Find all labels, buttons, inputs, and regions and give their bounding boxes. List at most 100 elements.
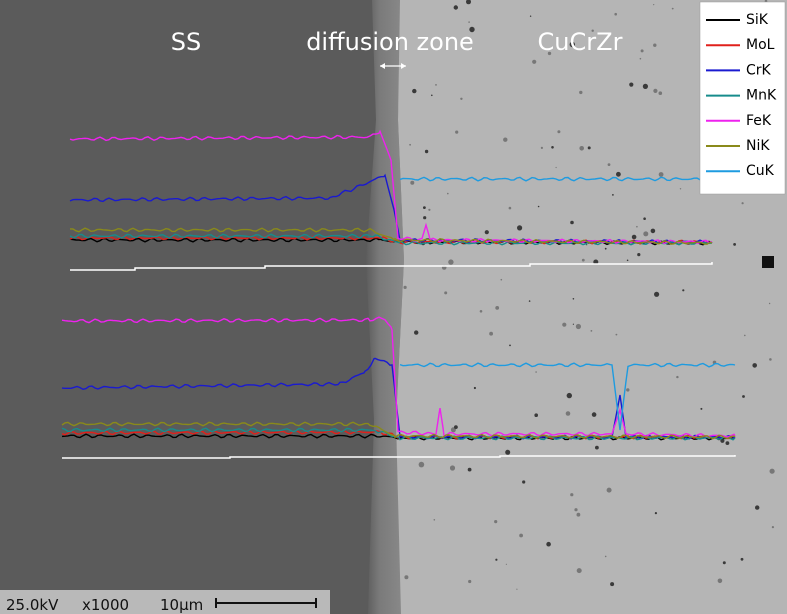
sem-image: SS diffusion zone CuCrZr SiKMoLCrKMnKFeK… (0, 0, 787, 614)
spot (431, 95, 433, 97)
spot (522, 480, 525, 483)
spot (653, 4, 654, 5)
spot (636, 226, 638, 228)
spot (659, 172, 664, 177)
spot (468, 580, 471, 583)
spot (659, 91, 663, 95)
spot (419, 462, 425, 468)
spot (556, 167, 557, 168)
spot (654, 292, 659, 297)
spot (447, 193, 449, 195)
spot (474, 387, 476, 389)
spot (551, 146, 554, 149)
legend-label: MoL (746, 37, 775, 53)
spot (718, 579, 723, 584)
spot (570, 221, 574, 225)
spot (626, 388, 629, 391)
spot (627, 260, 629, 262)
spot (770, 469, 775, 474)
spot (503, 138, 507, 142)
spot (454, 5, 458, 9)
spot (495, 306, 499, 310)
spot (434, 519, 436, 521)
spot (495, 559, 497, 561)
spot (651, 229, 656, 234)
spot (733, 243, 736, 246)
spot (577, 568, 582, 573)
magnification: x1000 (82, 596, 129, 614)
spot (676, 376, 678, 378)
voltage: 25.0kV (6, 596, 59, 614)
spot (570, 493, 573, 496)
spot (519, 534, 523, 538)
legend-label: SiK (746, 12, 769, 28)
spot (741, 558, 744, 561)
spot (607, 488, 612, 493)
spot (608, 163, 611, 166)
spot (530, 16, 531, 17)
spot (517, 225, 522, 230)
spot (762, 256, 774, 268)
spot (409, 144, 411, 146)
spot (573, 324, 574, 325)
spot (567, 393, 572, 398)
spot (653, 89, 657, 93)
spot (616, 172, 621, 177)
spot (425, 150, 428, 153)
spot (726, 441, 730, 445)
spot (643, 84, 648, 89)
spot (588, 146, 591, 149)
spot (506, 564, 507, 565)
legend-label: FeK (746, 113, 772, 129)
spot (450, 465, 455, 470)
spot (535, 371, 537, 373)
spot (742, 395, 745, 398)
spot (509, 207, 512, 210)
spot (637, 253, 640, 256)
legend-label: NiK (746, 138, 770, 154)
spot (612, 194, 614, 196)
spot (574, 508, 577, 511)
spot (755, 505, 759, 509)
spot (591, 330, 593, 332)
spot (485, 230, 489, 234)
spot (538, 206, 540, 208)
spot (641, 49, 644, 52)
spot (640, 58, 642, 60)
spot (480, 310, 483, 313)
spot (772, 526, 774, 528)
spot (680, 188, 681, 189)
spot (769, 358, 772, 361)
spot (605, 556, 607, 558)
spot (643, 231, 648, 236)
spot (534, 413, 538, 417)
spot (595, 446, 599, 450)
spot (614, 13, 617, 16)
spot (516, 589, 517, 590)
spot (412, 89, 416, 93)
spot (655, 512, 657, 514)
label-zone: diffusion zone (306, 28, 474, 56)
spot (643, 217, 646, 220)
spot (616, 334, 618, 336)
spot (468, 21, 470, 23)
spot (423, 216, 426, 219)
spot (455, 131, 458, 134)
spot (592, 412, 597, 417)
spot (632, 235, 637, 240)
spot (489, 332, 493, 336)
spot (557, 130, 560, 133)
legend-label: MnK (746, 88, 777, 104)
legend-label: CrK (746, 62, 772, 78)
spot (682, 289, 684, 291)
spot (532, 60, 536, 64)
spot (610, 582, 614, 586)
label-cucrzr: CuCrZr (538, 28, 623, 56)
spot (505, 450, 510, 455)
legend-label: CuK (746, 163, 775, 179)
spot (573, 298, 575, 300)
spot (562, 323, 566, 327)
spot (576, 324, 581, 329)
spot (454, 425, 458, 429)
spot (448, 259, 453, 264)
